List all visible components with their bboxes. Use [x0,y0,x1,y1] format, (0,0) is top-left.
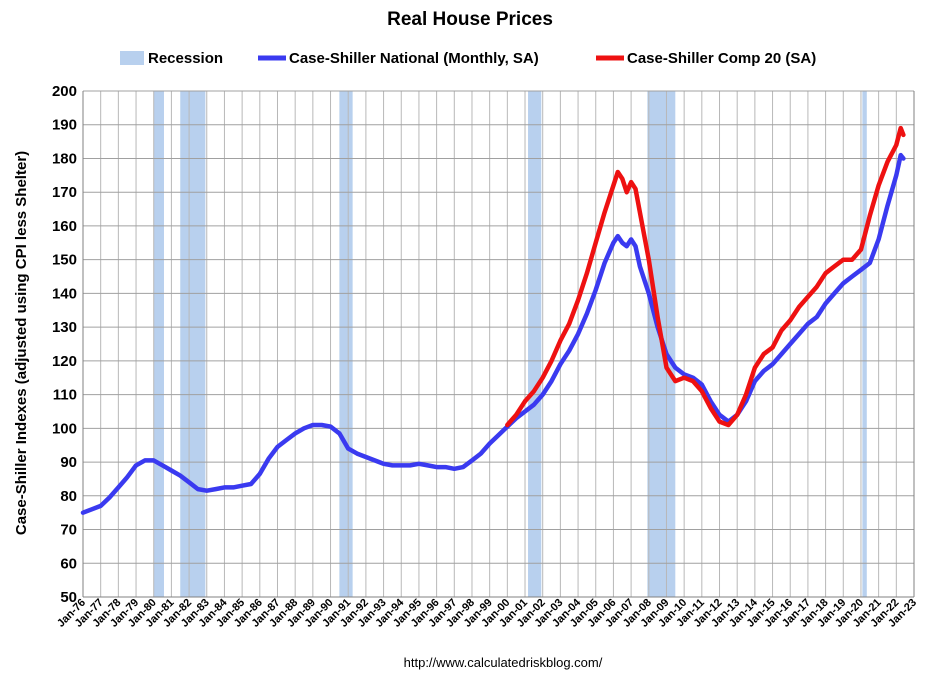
y-tick-label: 140 [52,285,77,302]
legend-comp20-label: Case-Shiller Comp 20 (SA) [627,50,816,67]
legend: Recession Case-Shiller National (Monthly… [120,50,816,67]
y-axis-label: Case-Shiller Indexes (adjusted using CPI… [13,151,30,535]
y-tick-label: 90 [60,454,77,471]
series-line-comp20 [505,125,906,428]
y-tick-label: 80 [60,488,77,505]
recession-band [339,91,353,597]
y-tick-label: 160 [52,218,77,235]
y-tick-label: 60 [60,555,77,572]
y-tick-label: 110 [53,387,77,404]
y-tick-label: 200 [52,83,77,100]
x-tick-labels: Jan-76Jan-77Jan-78Jan-79Jan-80Jan-81Jan-… [55,596,919,630]
y-tick-label: 120 [52,353,77,370]
y-tick-labels: 50 60 70 80 90 100 110 120 130 140 150 160 170 180 190… [52,83,77,606]
source-note: http://www.calculatedriskblog.com/ [404,655,603,670]
chart-title: Real House Prices [387,9,553,30]
y-tick-label: 130 [52,319,77,336]
y-tick-label: 50 [60,589,77,606]
y-tick-label: 180 [52,150,77,167]
recession-band [153,91,164,597]
y-tick-label: 170 [52,184,77,201]
y-tick-label: 100 [52,420,77,437]
y-tick-label: 190 [52,117,77,134]
legend-national-label: Case-Shiller National (Monthly, SA) [289,50,539,67]
recession-band [862,91,867,597]
series-lines [80,125,906,515]
y-tick-label: 70 [60,522,77,539]
y-tick-label: 150 [52,252,77,269]
recession-bands [153,91,867,597]
legend-recession-label: Recession [148,50,223,67]
recession-band [180,91,206,597]
recession-band [528,91,542,597]
legend-recession-swatch [120,51,144,65]
